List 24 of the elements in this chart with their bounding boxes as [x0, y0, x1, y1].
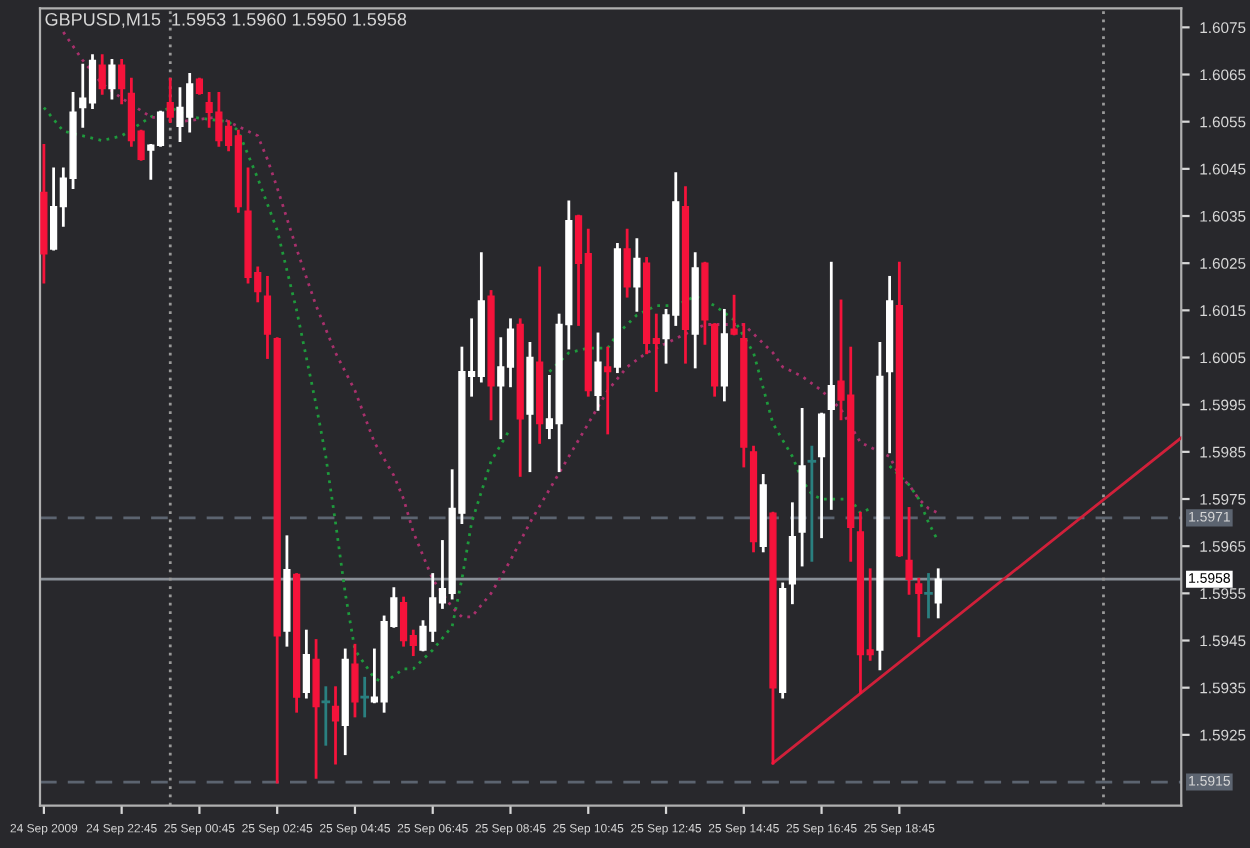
candlestick — [118, 58, 126, 105]
candlestick — [817, 412, 826, 539]
candlestick — [263, 275, 272, 359]
candlestick — [302, 629, 310, 699]
candlestick — [623, 228, 631, 298]
candlestick — [360, 676, 369, 718]
line-series — [61, 30, 940, 619]
candlestick — [604, 346, 612, 435]
candlestick — [312, 639, 320, 779]
candlestick — [905, 507, 913, 595]
candlestick — [827, 261, 835, 510]
candlestick — [633, 238, 641, 312]
candlestick — [166, 77, 174, 124]
candlestick — [924, 573, 933, 619]
candlestick — [594, 332, 602, 411]
candlestick — [934, 568, 942, 619]
candlestick — [730, 294, 738, 336]
candlestick — [331, 686, 340, 765]
candlestick — [108, 58, 116, 100]
chart-title: GBPUSD,M15 1.5953 1.5960 1.5950 1.5958 — [45, 12, 407, 28]
candlestick — [351, 643, 359, 718]
candlestick — [98, 54, 106, 95]
candlestick — [915, 577, 923, 638]
candlestick — [788, 502, 797, 605]
